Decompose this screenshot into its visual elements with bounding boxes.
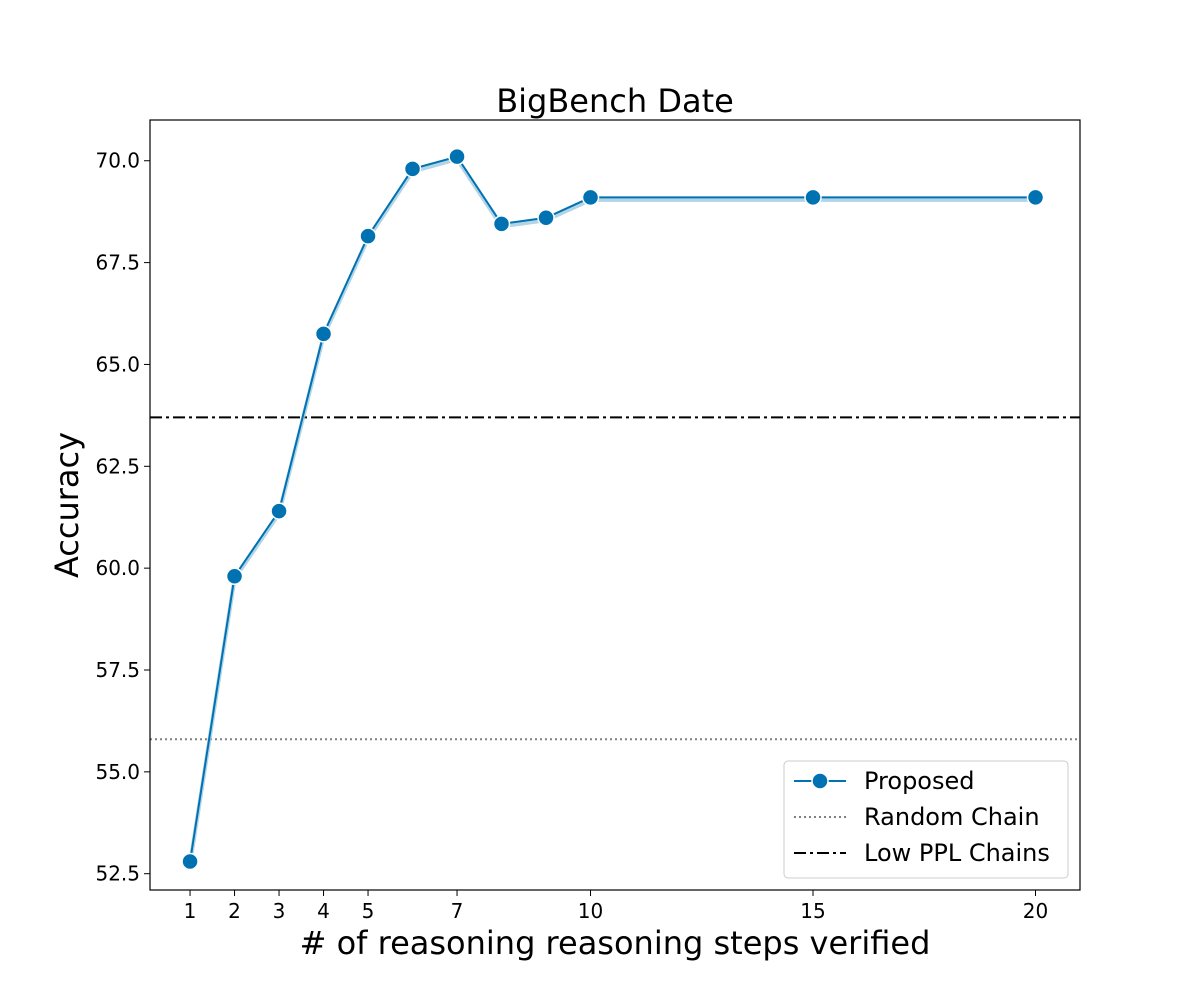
data-point	[804, 188, 822, 207]
data-point	[1026, 188, 1045, 207]
data-point	[448, 147, 466, 166]
y-tick-label: 67.5	[95, 251, 140, 275]
y-tick-label: 70.0	[95, 149, 140, 173]
x-tick-label: 7	[451, 899, 464, 923]
data-point	[181, 852, 199, 871]
x-tick-label: 15	[800, 899, 825, 923]
x-tick-label: 3	[273, 899, 286, 923]
data-point	[270, 502, 288, 520]
y-tick-label: 62.5	[95, 454, 140, 478]
y-tick-label: 52.5	[95, 862, 140, 886]
y-tick-label: 55.0	[95, 760, 140, 784]
y-tick-label: 57.5	[95, 658, 140, 682]
x-tick-label: 5	[362, 899, 375, 923]
x-tick-label: 1	[184, 899, 197, 923]
legend-label-proposed: Proposed	[864, 767, 975, 795]
x-tick-label: 2	[228, 899, 241, 923]
y-axis-ticks: 52.5 55.0 57.5 60.0 62.5 65.0 67.5 70.0	[95, 149, 150, 886]
y-axis-label: Accuracy	[48, 432, 86, 578]
data-point	[403, 160, 422, 178]
legend: Proposed Random Chain Low PPL Chains	[783, 760, 1069, 879]
x-axis-ticks: 1 2 3 4 5 7 10 15 20	[184, 890, 1048, 923]
legend-label-random-chain: Random Chain	[864, 803, 1040, 831]
data-point	[359, 227, 377, 245]
x-tick-label: 10	[578, 899, 603, 923]
data-point	[537, 209, 555, 227]
series-confidence-band	[188, 157, 1036, 865]
legend-proposed-marker-swatch	[811, 772, 829, 790]
y-tick-label: 65.0	[95, 352, 140, 376]
data-point	[492, 215, 511, 233]
legend-box	[783, 760, 1069, 879]
legend-label-low-ppl-chains: Low PPL Chains	[864, 839, 1050, 867]
data-point	[581, 188, 600, 207]
plot-area-frame	[149, 119, 1081, 891]
series-line-proposed	[189, 155, 1036, 862]
x-tick-label: 4	[317, 899, 330, 923]
x-axis-label: # of reasoning reasoning steps verified	[300, 924, 931, 962]
series-layer	[181, 147, 1045, 871]
y-tick-label: 60.0	[95, 556, 140, 580]
data-point	[225, 567, 244, 586]
chart-title: BigBench Date	[496, 82, 734, 120]
x-tick-label: 20	[1023, 899, 1048, 923]
data-point	[314, 325, 333, 343]
